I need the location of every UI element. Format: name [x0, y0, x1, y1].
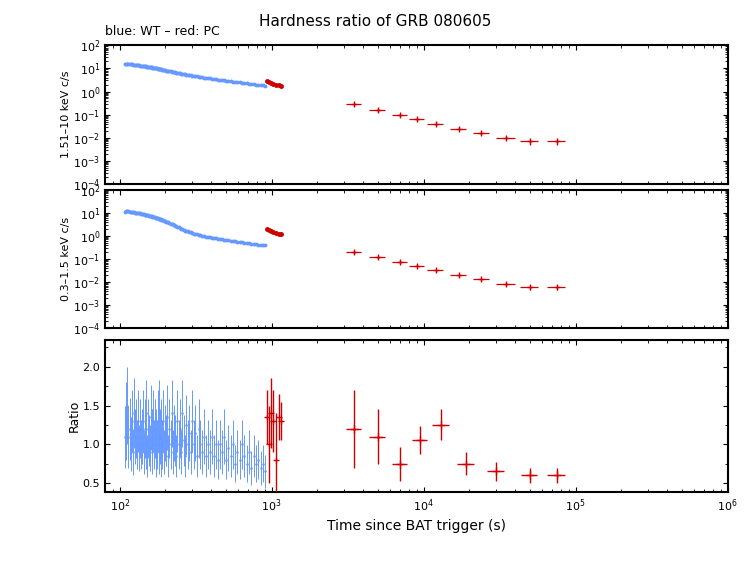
Y-axis label: 1.51–10 keV c/s: 1.51–10 keV c/s: [62, 71, 71, 158]
X-axis label: Time since BAT trigger (s): Time since BAT trigger (s): [327, 520, 506, 533]
Y-axis label: 0.3–1.5 keV c/s: 0.3–1.5 keV c/s: [62, 217, 71, 301]
Text: Hardness ratio of GRB 080605: Hardness ratio of GRB 080605: [259, 14, 491, 29]
Y-axis label: Ratio: Ratio: [68, 400, 81, 432]
Text: blue: WT – red: PC: blue: WT – red: PC: [105, 25, 220, 38]
